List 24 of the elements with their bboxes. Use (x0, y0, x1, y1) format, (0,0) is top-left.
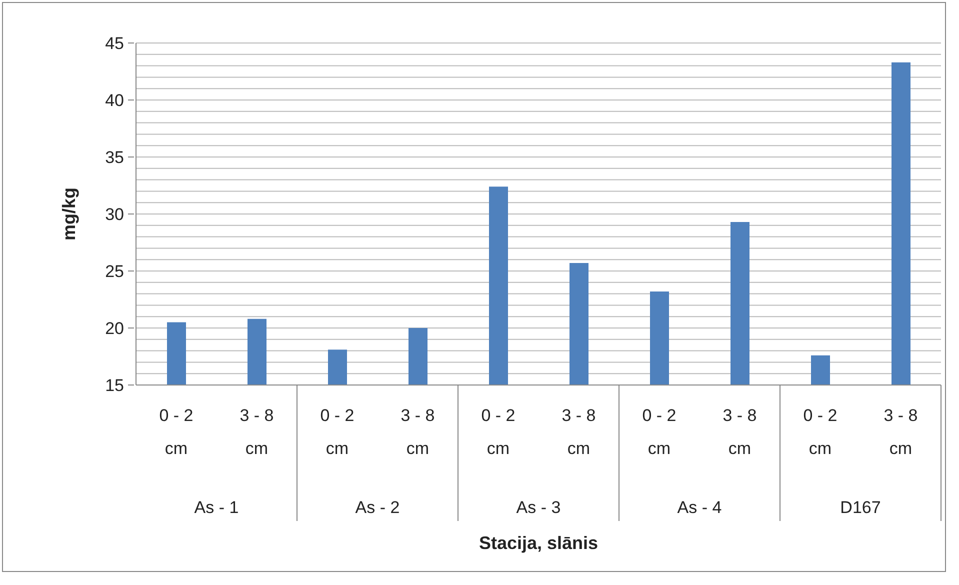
y-axis-title: mg/kg (59, 187, 79, 241)
y-tick-label: 20 (105, 318, 124, 338)
x-tick-label: 0 - 2 cm (159, 406, 194, 458)
x-tick-label: 3 - 8 cm (562, 406, 596, 458)
text: D167 (840, 498, 881, 517)
text: As - 1 (194, 498, 239, 517)
y-tick-label: 35 (105, 148, 124, 167)
x-tick-label: 0 - 2 cm (481, 406, 516, 458)
x-axis-title: Stacija, slānis (478, 533, 598, 553)
x-tick-label: 3 - 8 cm (400, 406, 435, 458)
y-tick-label: 30 (105, 204, 124, 224)
y-tick-label: 45 (105, 34, 124, 53)
x-tick-label: 0 - 2 cm (803, 406, 838, 458)
x-tick-label: 3 - 8 cm (722, 406, 757, 458)
x-tick-label: 0 - 2 cm (642, 406, 676, 458)
x-tick-label: 0 - 2 cm (320, 406, 354, 458)
text: As - 2 (355, 498, 400, 517)
y-tick-label: 40 (105, 90, 124, 110)
text: As - 3 (516, 498, 561, 517)
x-tick-label: 3 - 8 cm (884, 406, 918, 458)
text: As - 4 (677, 498, 722, 517)
y-tick-label: 15 (105, 376, 124, 395)
x-tick-label: 3 - 8 cm (240, 406, 274, 458)
y-tick-label: 25 (105, 262, 124, 281)
